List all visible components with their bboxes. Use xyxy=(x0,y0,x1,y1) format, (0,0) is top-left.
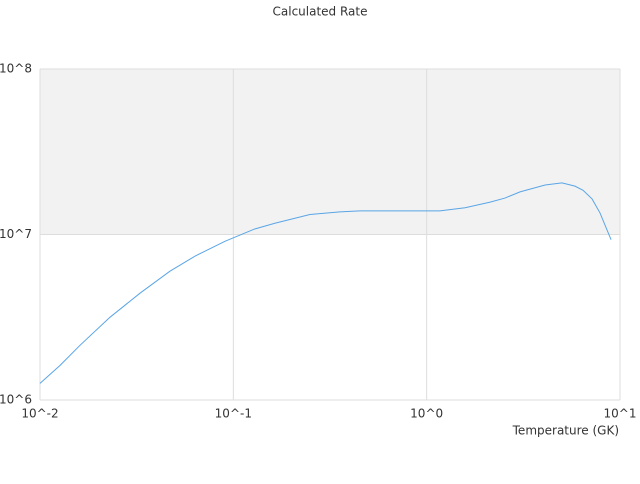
x-tick-label: 10^-2 xyxy=(21,407,58,421)
data-line xyxy=(39,182,612,384)
y-tick-label: 10^8 xyxy=(0,62,32,76)
x-tick-label: 10^1 xyxy=(604,407,637,421)
chart-title: Calculated Rate xyxy=(273,5,368,19)
x-tick-label: 10^-1 xyxy=(215,407,252,421)
x-axis-label: Temperature (GK) xyxy=(512,424,619,438)
y-tick-label: 10^7 xyxy=(0,227,32,241)
plot-band xyxy=(40,69,620,235)
y-tick-label: 10^6 xyxy=(0,393,32,407)
x-tick-label: 10^0 xyxy=(410,407,443,421)
